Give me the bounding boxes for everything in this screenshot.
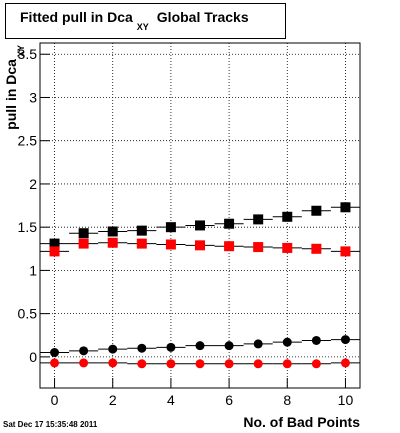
marker (224, 218, 235, 229)
marker (166, 342, 176, 352)
marker (195, 240, 205, 251)
marker (79, 358, 89, 368)
marker (49, 246, 60, 257)
x-tick-label: 8 (283, 392, 291, 408)
marker (195, 220, 205, 231)
y-tick-label: 3 (29, 89, 37, 105)
marker (340, 202, 351, 213)
y-tick-label: 3.5 (18, 46, 38, 62)
marker (136, 225, 147, 236)
marker (311, 359, 321, 369)
timestamp: Sat Dec 17 15:35:48 2011 (3, 420, 98, 429)
marker (311, 243, 322, 254)
marker (224, 359, 234, 369)
x-tick-label: 2 (109, 392, 117, 408)
marker (340, 335, 350, 345)
marker (253, 359, 263, 369)
marker (282, 359, 292, 369)
plot-frame (39, 42, 361, 389)
marker (78, 228, 89, 239)
marker (311, 335, 321, 345)
marker (166, 359, 176, 369)
title-text: Fitted pull in Dca (20, 9, 133, 25)
marker (253, 339, 263, 349)
marker (282, 211, 293, 222)
marker (282, 337, 292, 347)
marker (311, 205, 322, 216)
x-tick-label: 0 (51, 392, 59, 408)
marker (79, 346, 89, 356)
x-axis-label: No. of Bad Points (243, 414, 360, 430)
y-label-text: pull in Dca (3, 59, 19, 130)
marker (137, 343, 147, 353)
marker (136, 238, 147, 249)
y-tick-label: 0 (29, 349, 37, 365)
marker (165, 222, 176, 233)
marker (253, 214, 264, 225)
marker (50, 358, 60, 368)
marker (50, 348, 60, 358)
marker (340, 358, 350, 368)
chart-title: Fitted pull in Dca XY Global Tracks (20, 9, 249, 32)
y-tick-label: 2.5 (18, 133, 38, 149)
marker (137, 359, 147, 369)
marker (253, 242, 264, 253)
marker (224, 341, 234, 351)
title-box (5, 3, 286, 39)
y-label-subscript: XY (16, 45, 26, 57)
marker (78, 238, 89, 249)
marker (165, 239, 176, 250)
y-tick-label: 2 (29, 176, 37, 192)
title-suffix: Global Tracks (157, 9, 249, 25)
y-tick-label: 0.5 (18, 306, 38, 322)
x-tick-label: 10 (338, 392, 354, 408)
y-axis-label: pull in Dca XY (3, 45, 26, 130)
marker (195, 341, 205, 351)
marker (107, 226, 118, 237)
marker (108, 358, 118, 368)
y-tick-label: 1 (29, 262, 37, 278)
x-tick-label: 4 (167, 392, 175, 408)
marker (224, 241, 235, 252)
y-tick-label: 1.5 (18, 219, 38, 235)
marker (195, 359, 205, 369)
marker (49, 238, 60, 249)
marker (340, 246, 351, 257)
marker (282, 242, 293, 253)
marker (107, 237, 118, 248)
title-subscript: XY (137, 22, 149, 32)
x-tick-label: 6 (225, 392, 233, 408)
marker (108, 344, 118, 354)
